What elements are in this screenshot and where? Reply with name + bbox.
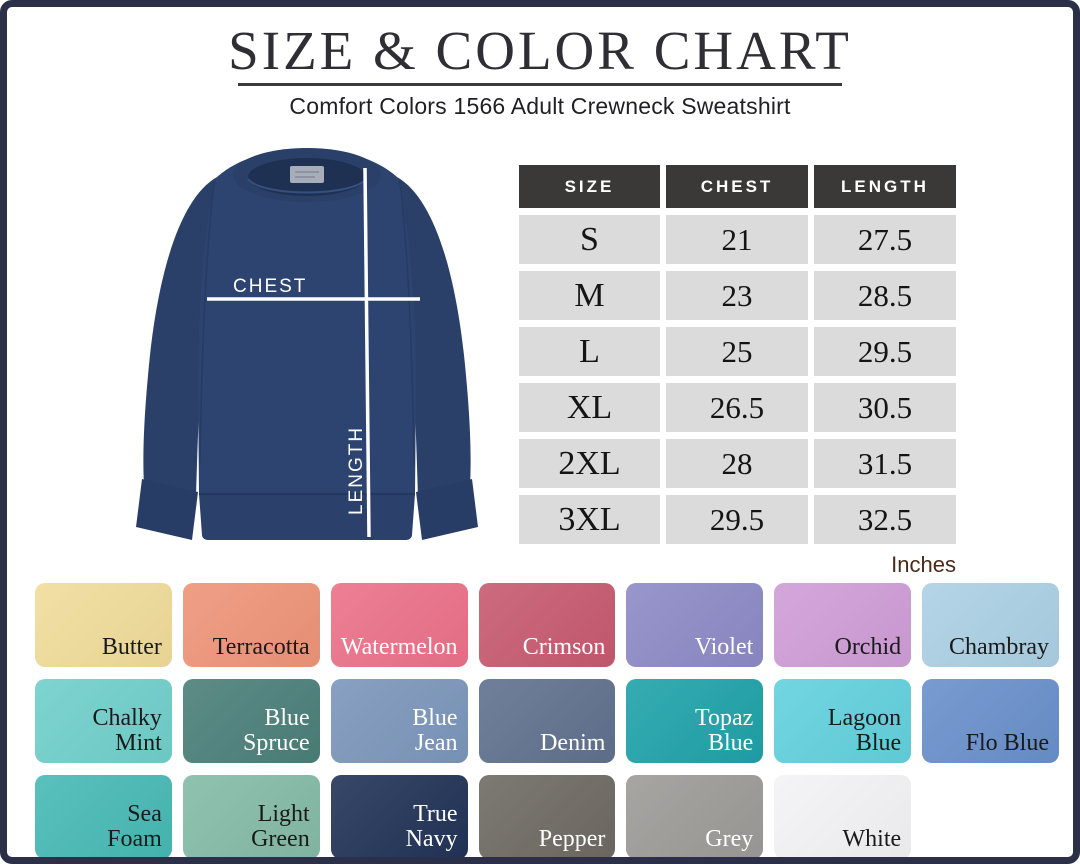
color-swatch-blue-spruce: Blue Spruce [182, 679, 320, 763]
chest-cell: 26.5 [666, 383, 808, 432]
color-swatch-label: Butter [101, 633, 162, 660]
page-title: SIZE & COLOR CHART [228, 20, 852, 81]
color-swatch-flo-blue: Flo Blue [922, 679, 1059, 763]
color-swatch-watermelon: Watermelon [330, 583, 468, 667]
size-cell: S [519, 215, 660, 264]
size-cell: 2XL [519, 439, 660, 488]
length-cell: 28.5 [814, 271, 956, 320]
color-swatch-label: Chalky Mint [92, 704, 162, 756]
column-header-size: SIZE [519, 165, 660, 208]
color-swatch-label: Terracotta [212, 633, 310, 660]
color-swatch-label: Denim [540, 729, 606, 756]
size-cell: L [519, 327, 660, 376]
sweatshirt-hem [199, 494, 415, 540]
color-swatch-light-green: Light Green [182, 775, 320, 857]
column-header-chest: CHEST [666, 165, 808, 208]
unit-label: Inches [891, 552, 956, 577]
length-cell: 29.5 [814, 327, 956, 376]
color-swatch-white: White [774, 775, 912, 857]
color-swatch-chambray: Chambray [922, 583, 1059, 667]
color-swatch-terracotta: Terracotta [182, 583, 320, 667]
sweatshirt-left-cuff [136, 479, 198, 540]
length-label: LENGTH [346, 426, 367, 515]
color-swatch-label: True Navy [405, 800, 458, 852]
neck-tag [290, 166, 324, 183]
color-swatch-label: Lagoon Blue [827, 704, 902, 756]
color-swatch-label: Blue Spruce [243, 704, 310, 756]
color-swatch-lagoon-blue: Lagoon Blue [774, 679, 912, 763]
color-swatch-topaz-blue: Topaz Blue [626, 679, 764, 763]
length-cell: 30.5 [814, 383, 956, 432]
chest-cell: 23 [666, 271, 808, 320]
color-swatch-blue-jean: Blue Jean [330, 679, 468, 763]
title-underline [238, 83, 842, 86]
color-swatch-label: Watermelon [340, 633, 458, 660]
color-swatch-label: Chambray [949, 633, 1049, 660]
column-header-length: LENGTH [814, 165, 956, 208]
sweatshirt-diagram: CHEST LENGTH [112, 135, 502, 555]
color-swatch-label: Light Green [251, 800, 310, 852]
header: SIZE & COLOR CHART Comfort Colors 1566 A… [7, 23, 1073, 120]
color-swatch-label: Orchid [834, 633, 902, 660]
color-swatch-grey: Grey [626, 775, 764, 857]
color-swatch-true-navy: True Navy [330, 775, 468, 857]
color-swatch-label: Violet [694, 633, 754, 660]
page-subtitle: Comfort Colors 1566 Adult Crewneck Sweat… [289, 93, 791, 119]
color-swatch-label: White [842, 825, 902, 852]
length-cell: 27.5 [814, 215, 956, 264]
color-swatch-orchid: Orchid [774, 583, 912, 667]
chest-cell: 21 [666, 215, 808, 264]
sweatshirt-body [198, 149, 416, 494]
chest-cell: 25 [666, 327, 808, 376]
sweatshirt-right-cuff [416, 479, 478, 540]
color-swatch-chalky-mint: Chalky Mint [35, 679, 172, 763]
color-swatch-label: Pepper [538, 825, 606, 852]
color-swatch-label: Topaz Blue [694, 704, 754, 756]
color-swatch-denim: Denim [478, 679, 616, 763]
color-swatch-label: Blue Jean [412, 704, 458, 756]
length-cell: 31.5 [814, 439, 956, 488]
color-swatch-butter: Butter [35, 583, 172, 667]
size-table: SIZE CHEST LENGTH S 21 27.5 M 23 28.5 L … [519, 165, 956, 544]
chest-label: CHEST [233, 276, 307, 297]
color-swatch-label: Grey [705, 825, 754, 852]
sweatshirt-graphic: CHEST LENGTH [136, 148, 478, 540]
color-swatch-label: Sea Foam [107, 800, 162, 852]
seam-line-left [199, 180, 215, 466]
seam-line-right [399, 180, 415, 466]
color-swatch-sea-foam: Sea Foam [35, 775, 172, 857]
chest-cell: 29.5 [666, 495, 808, 544]
color-swatch-label: Flo Blue [965, 729, 1049, 756]
size-cell: 3XL [519, 495, 660, 544]
size-table-section: SIZE CHEST LENGTH S 21 27.5 M 23 28.5 L … [519, 165, 956, 578]
size-cell: M [519, 271, 660, 320]
color-swatch-crimson: Crimson [478, 583, 616, 667]
collar-rib [247, 178, 367, 194]
color-swatch-pepper: Pepper [478, 775, 616, 857]
size-cell: XL [519, 383, 660, 432]
length-line [363, 167, 371, 538]
length-cell: 32.5 [814, 495, 956, 544]
color-grid: Butter Terracotta Watermelon Crimson Vio… [35, 583, 1059, 857]
color-swatch-label: Crimson [522, 633, 606, 660]
color-swatch-violet: Violet [626, 583, 764, 667]
chest-cell: 28 [666, 439, 808, 488]
